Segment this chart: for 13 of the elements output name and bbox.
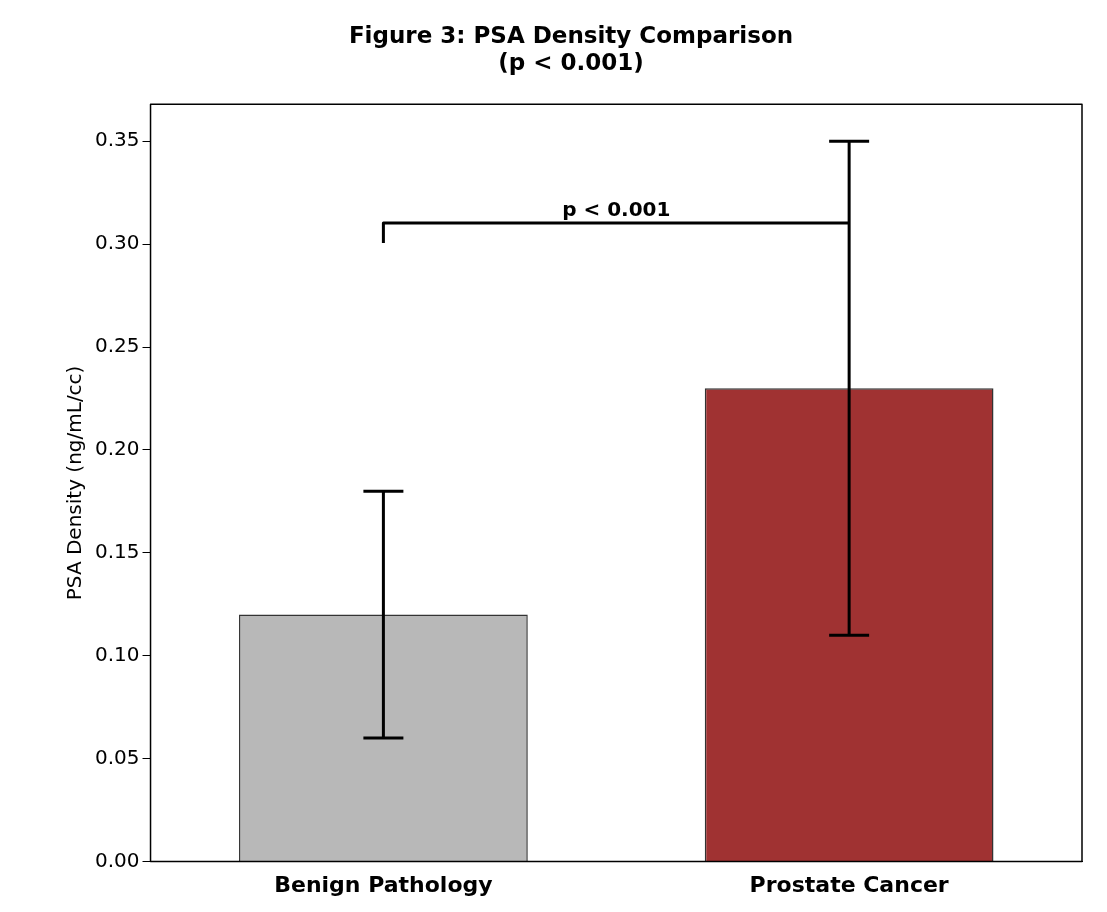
y-tick-label: 0.25	[95, 333, 140, 358]
y-tick-label: 0.00	[95, 847, 140, 872]
y-tick-label: 0.20	[95, 436, 140, 461]
x-tick-label: Prostate Cancer	[749, 871, 949, 897]
annotation: p < 0.001	[562, 197, 671, 222]
x-tick-label: Benign Pathology	[274, 871, 493, 897]
y-tick-label: 0.30	[95, 230, 140, 255]
y-tick-label: 0.05	[95, 744, 140, 769]
y-axis-title: PSA Density (ng/mL/cc)	[62, 365, 87, 601]
y-tick-label: 0.10	[95, 641, 140, 666]
y-tick-label: 0.35	[95, 127, 140, 152]
y-tick-label: 0.15	[95, 539, 140, 564]
chart-title: Figure 3: PSA Density Comparison (p < 0.001)	[348, 21, 794, 76]
